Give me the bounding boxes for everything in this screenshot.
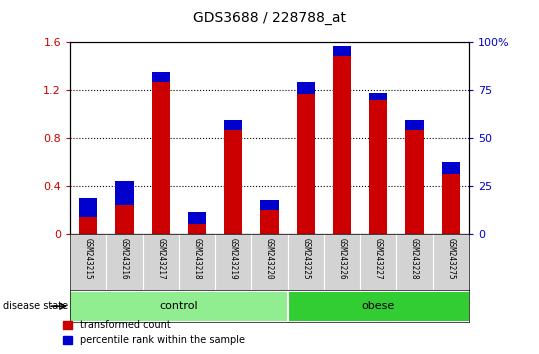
Bar bbox=[188, 212, 206, 234]
Bar bbox=[442, 162, 460, 174]
Bar bbox=[333, 46, 351, 56]
Bar bbox=[70, 292, 288, 321]
Text: GSM243275: GSM243275 bbox=[446, 238, 455, 280]
Bar bbox=[224, 120, 243, 130]
Text: GSM243220: GSM243220 bbox=[265, 238, 274, 280]
Bar bbox=[79, 198, 97, 217]
Bar bbox=[369, 93, 388, 100]
Text: GSM243226: GSM243226 bbox=[337, 238, 347, 280]
Text: GSM243218: GSM243218 bbox=[192, 238, 202, 280]
Bar bbox=[224, 120, 243, 234]
Bar bbox=[442, 162, 460, 234]
Bar bbox=[260, 200, 279, 234]
Text: GSM243216: GSM243216 bbox=[120, 238, 129, 280]
Text: obese: obese bbox=[362, 301, 395, 311]
Text: GDS3688 / 228788_at: GDS3688 / 228788_at bbox=[193, 11, 346, 25]
Bar bbox=[188, 212, 206, 224]
Bar bbox=[115, 181, 134, 234]
Bar bbox=[288, 292, 469, 321]
Text: GSM243227: GSM243227 bbox=[374, 238, 383, 280]
Bar bbox=[405, 120, 424, 234]
Text: GSM243219: GSM243219 bbox=[229, 238, 238, 280]
Bar bbox=[296, 82, 315, 234]
Bar bbox=[151, 72, 170, 82]
Text: control: control bbox=[160, 301, 198, 311]
Bar bbox=[333, 46, 351, 234]
Bar bbox=[260, 200, 279, 210]
Bar bbox=[296, 82, 315, 94]
Bar bbox=[151, 72, 170, 234]
Bar bbox=[115, 181, 134, 205]
Bar bbox=[405, 120, 424, 130]
Bar bbox=[369, 93, 388, 234]
Text: GSM243217: GSM243217 bbox=[156, 238, 165, 280]
Text: GSM243225: GSM243225 bbox=[301, 238, 310, 280]
Text: GSM243215: GSM243215 bbox=[84, 238, 93, 280]
Text: GSM243228: GSM243228 bbox=[410, 238, 419, 280]
Text: disease state: disease state bbox=[3, 301, 68, 311]
Legend: transformed count, percentile rank within the sample: transformed count, percentile rank withi… bbox=[59, 316, 249, 349]
Bar bbox=[79, 198, 97, 234]
